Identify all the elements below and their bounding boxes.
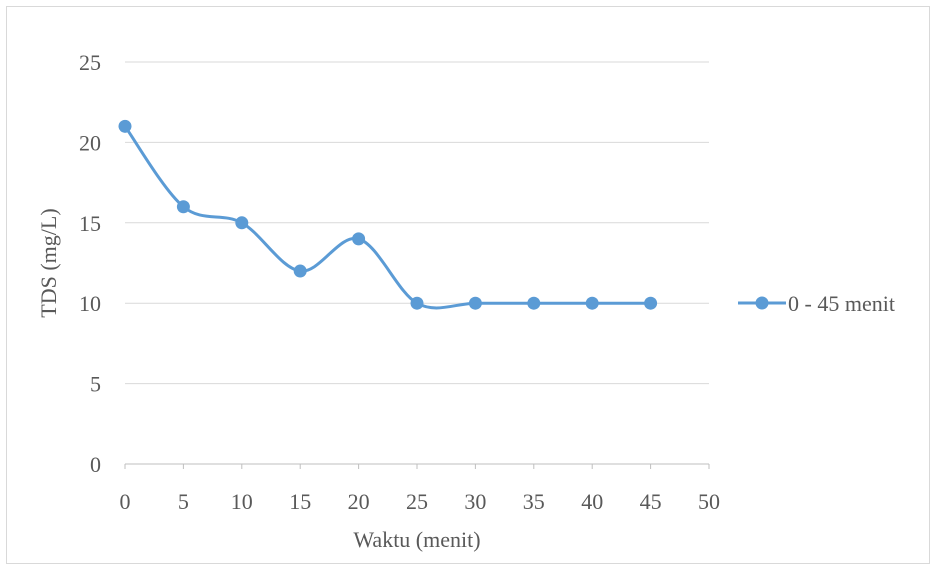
- data-point: [527, 296, 541, 310]
- x-tick-label: 5: [178, 489, 189, 514]
- chart-frame: [6, 6, 930, 564]
- x-tick-label: 50: [698, 489, 720, 514]
- legend-label: 0 - 45 menit: [788, 291, 895, 316]
- y-tick-label: 15: [79, 211, 101, 236]
- x-tick-label: 25: [406, 489, 428, 514]
- x-tick-label: 40: [581, 489, 603, 514]
- axes: [124, 463, 710, 469]
- x-tick-label: 20: [348, 489, 370, 514]
- data-point: [644, 296, 658, 310]
- data-point: [585, 296, 599, 310]
- x-tick-label: 30: [464, 489, 486, 514]
- legend-marker: [755, 296, 769, 310]
- data-point: [176, 200, 190, 214]
- x-tick-label: 35: [523, 489, 545, 514]
- data-point: [352, 232, 366, 246]
- data-point: [118, 119, 132, 133]
- y-tick-labels: 0 5 10 15 20 25: [79, 50, 101, 477]
- data-point: [235, 216, 249, 230]
- legend: 0 - 45 menit: [738, 291, 895, 316]
- x-tick-label: 10: [231, 489, 253, 514]
- data-point: [468, 296, 482, 310]
- x-axis-title: Waktu (menit): [353, 527, 480, 552]
- data-point: [293, 264, 307, 278]
- y-axis-title: TDS (mg/L): [36, 208, 61, 317]
- x-tick-label: 45: [640, 489, 662, 514]
- gridlines: [125, 61, 709, 385]
- data-point: [410, 296, 424, 310]
- series-layer: [118, 119, 658, 310]
- y-tick-label: 5: [90, 372, 101, 397]
- y-tick-label: 25: [79, 50, 101, 75]
- series-line: [123, 125, 651, 310]
- x-tick-label: 15: [289, 489, 311, 514]
- y-tick-label: 20: [79, 130, 101, 155]
- x-tick-labels: 0 5 10 15 20 25 30 35 40 45 50: [120, 489, 721, 514]
- y-tick-label: 10: [79, 291, 101, 316]
- x-tick-label: 0: [120, 489, 131, 514]
- y-tick-label: 0: [90, 452, 101, 477]
